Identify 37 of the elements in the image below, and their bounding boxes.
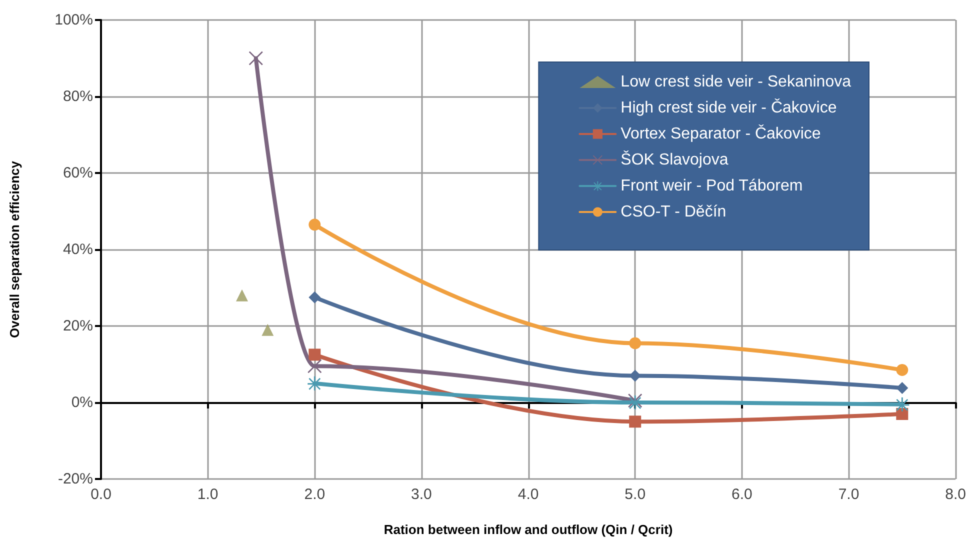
legend-label: Vortex Separator - Čakovice — [620, 124, 821, 142]
y-axis-title: Overall separation efficiency — [7, 160, 22, 338]
legend-label: High crest side veir - Čakovice — [620, 98, 837, 116]
point — [629, 337, 642, 350]
point — [629, 416, 642, 428]
y-tick-label: 0% — [71, 394, 93, 411]
y-tick-label: 40% — [62, 241, 93, 258]
point — [262, 324, 274, 336]
x-axis-title: Ration between inflow and outflow (Qin / Qcrit) — [384, 522, 673, 537]
x-tick-label: 1.0 — [197, 486, 218, 503]
x-tick-label: 8.0 — [945, 486, 966, 503]
x-tick-label: 2.0 — [304, 486, 326, 503]
x-tick-label: 7.0 — [838, 486, 860, 503]
legend-label: Low crest side veir - Sekaninova — [620, 74, 852, 90]
x-tick-label: 4.0 — [518, 486, 539, 503]
point — [308, 218, 321, 231]
x-tick-label: 5.0 — [624, 486, 646, 503]
point — [895, 397, 910, 412]
y-tick-label: 20% — [62, 318, 93, 334]
point — [308, 291, 321, 304]
point — [308, 359, 322, 374]
x-tick-label: 0.0 — [90, 486, 112, 503]
point — [248, 51, 263, 66]
legend-label: Front weir - Pod Táborem — [620, 178, 803, 194]
point — [896, 364, 908, 376]
point — [308, 376, 322, 390]
x-tick-label: 3.0 — [411, 486, 432, 503]
y-tick-label: 100% — [54, 12, 93, 28]
x-tick-label: 6.0 — [732, 486, 752, 503]
point — [308, 348, 321, 361]
legend-label: ŠOK Slavojova — [620, 150, 728, 168]
legend-label: CSO-T - Děčín — [620, 204, 726, 220]
point — [236, 289, 248, 302]
point — [896, 382, 908, 394]
y-tick-label: -20% — [58, 470, 93, 488]
y-tick-label: 60% — [62, 164, 93, 182]
y-tick-label: 80% — [62, 88, 93, 105]
